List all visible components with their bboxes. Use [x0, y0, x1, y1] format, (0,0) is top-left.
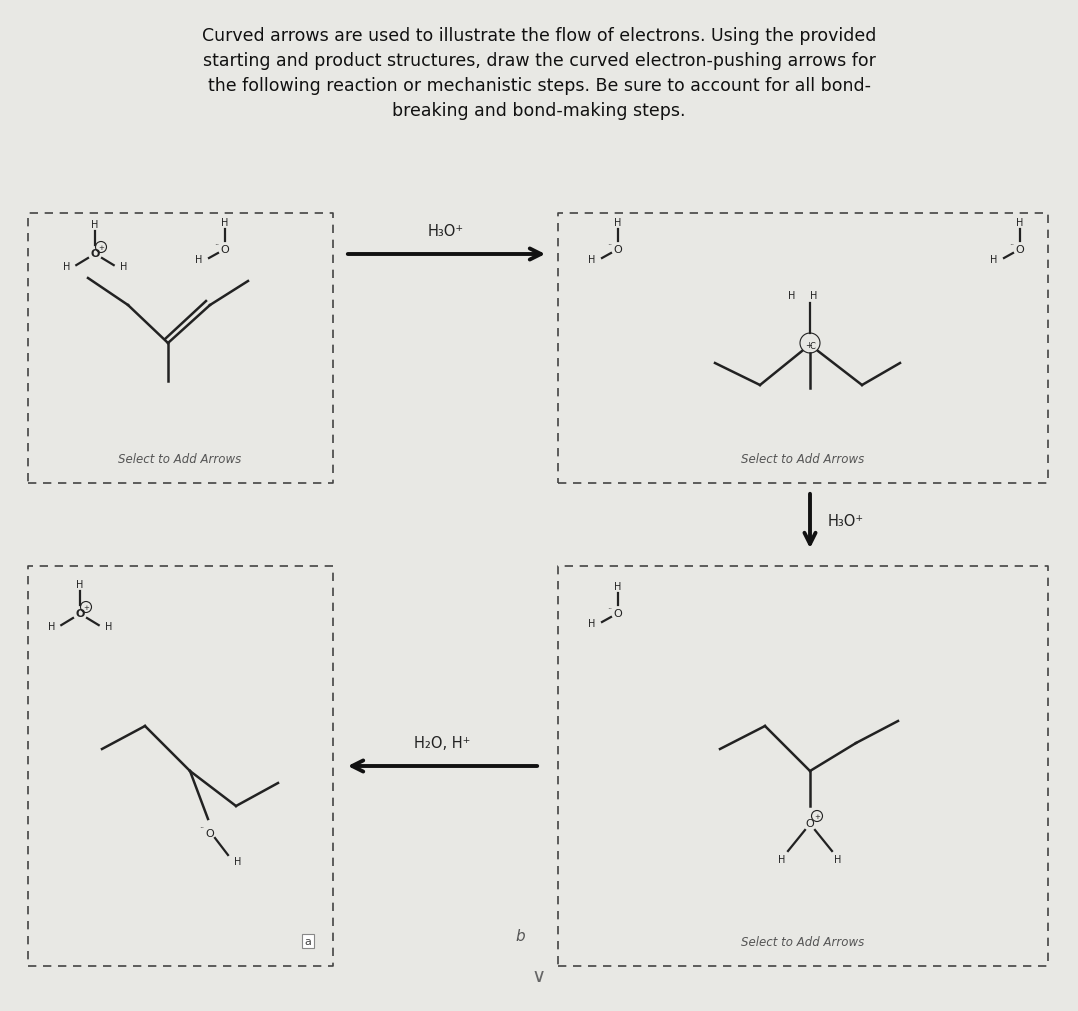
Text: H: H: [77, 579, 84, 589]
Text: H: H: [47, 622, 55, 632]
Text: O: O: [805, 818, 814, 828]
Text: b: b: [515, 928, 525, 943]
Text: O: O: [613, 245, 622, 255]
Text: H: H: [778, 854, 786, 864]
Text: H: H: [588, 255, 595, 265]
Text: O: O: [221, 245, 230, 255]
Text: H: H: [614, 217, 622, 227]
Text: H: H: [195, 255, 202, 265]
Text: O: O: [91, 249, 99, 259]
Text: H: H: [92, 219, 99, 229]
Text: H: H: [811, 291, 818, 300]
Text: H: H: [63, 262, 70, 272]
Text: +: +: [814, 813, 820, 819]
Text: H: H: [614, 581, 622, 591]
Text: H: H: [588, 619, 595, 629]
Text: H: H: [234, 856, 241, 866]
Text: ··: ··: [607, 605, 612, 614]
Text: H₂O, H⁺: H₂O, H⁺: [414, 735, 470, 750]
Text: Curved arrows are used to illustrate the flow of electrons. Using the provided
s: Curved arrows are used to illustrate the…: [202, 27, 876, 120]
Text: Select to Add Arrows: Select to Add Arrows: [742, 453, 865, 465]
Text: O: O: [75, 609, 85, 619]
Text: ··: ··: [607, 242, 612, 251]
Text: H₃O⁺: H₃O⁺: [428, 223, 464, 239]
Text: +: +: [805, 340, 813, 349]
Text: ··: ··: [1009, 242, 1014, 251]
Text: O: O: [1015, 245, 1024, 255]
Text: H₃O⁺: H₃O⁺: [828, 514, 865, 529]
Text: ··: ··: [199, 824, 205, 833]
Text: ∨: ∨: [531, 967, 547, 986]
Text: a: a: [305, 936, 312, 946]
Text: +: +: [83, 605, 89, 611]
Text: H: H: [120, 262, 127, 272]
Text: Select to Add Arrows: Select to Add Arrows: [742, 935, 865, 948]
Text: H: H: [788, 291, 796, 300]
Text: O: O: [613, 609, 622, 619]
Text: C: C: [810, 341, 815, 350]
Text: H: H: [105, 622, 112, 632]
Text: H: H: [221, 217, 229, 227]
Text: O: O: [206, 828, 215, 838]
Text: Select to Add Arrows: Select to Add Arrows: [119, 453, 241, 465]
Text: H: H: [834, 854, 842, 864]
Text: H: H: [1017, 217, 1024, 227]
Text: ··: ··: [215, 242, 220, 251]
Text: +: +: [98, 245, 103, 251]
Text: H: H: [990, 255, 997, 265]
